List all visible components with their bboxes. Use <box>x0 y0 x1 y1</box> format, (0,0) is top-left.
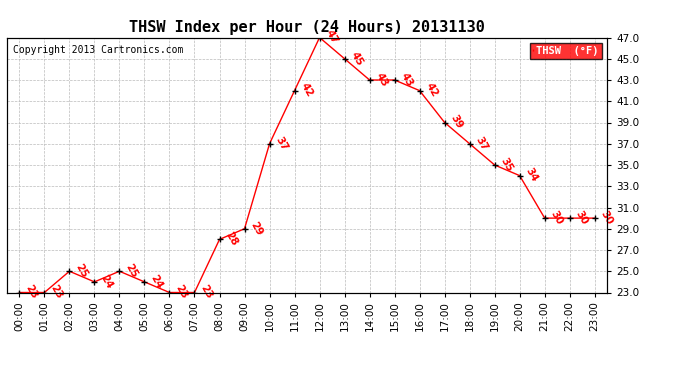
Text: 30: 30 <box>599 209 615 226</box>
Text: 42: 42 <box>299 81 315 99</box>
Title: THSW Index per Hour (24 Hours) 20131130: THSW Index per Hour (24 Hours) 20131130 <box>129 20 485 35</box>
Text: 45: 45 <box>348 50 365 67</box>
Text: 28: 28 <box>224 230 239 248</box>
Text: 23: 23 <box>48 284 64 301</box>
Text: 25: 25 <box>124 262 139 280</box>
Text: 35: 35 <box>499 156 515 173</box>
Text: 37: 37 <box>274 135 290 152</box>
Text: 23: 23 <box>23 284 39 301</box>
Text: 43: 43 <box>374 71 390 88</box>
Text: 37: 37 <box>474 135 490 152</box>
Text: 25: 25 <box>74 262 90 280</box>
Text: 43: 43 <box>399 71 415 88</box>
Text: 23: 23 <box>174 284 190 301</box>
Text: 30: 30 <box>574 209 590 226</box>
Text: 34: 34 <box>524 166 540 184</box>
Text: Copyright 2013 Cartronics.com: Copyright 2013 Cartronics.com <box>13 45 184 55</box>
Text: 24: 24 <box>148 273 165 290</box>
Text: 39: 39 <box>448 113 464 131</box>
Legend: THSW  (°F): THSW (°F) <box>530 43 602 59</box>
Text: 23: 23 <box>199 284 215 301</box>
Text: 29: 29 <box>248 220 264 237</box>
Text: 24: 24 <box>99 273 115 290</box>
Text: 30: 30 <box>549 209 564 226</box>
Text: 47: 47 <box>324 28 339 46</box>
Text: 42: 42 <box>424 81 440 99</box>
